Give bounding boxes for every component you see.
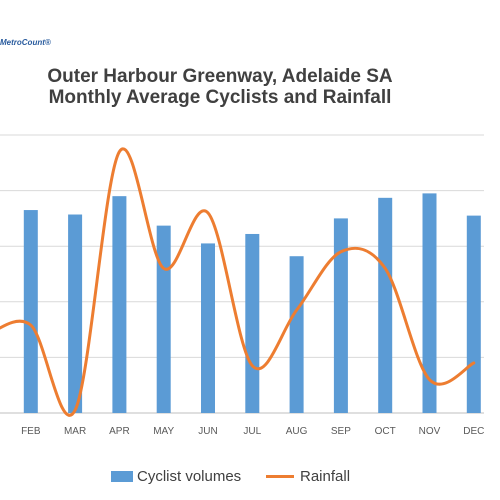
legend-label-rainfall: Rainfall — [300, 468, 351, 485]
bar-dec — [466, 215, 481, 413]
rainfall-line — [0, 147, 476, 417]
bar-jul — [245, 233, 260, 413]
bar-oct — [378, 197, 393, 413]
legend-item-rainfall: Rainfall — [266, 468, 350, 485]
x-tick-label-sep: SEP — [331, 426, 351, 437]
legend-swatch-bar — [111, 471, 133, 482]
chart-title-line1: Outer Harbour Greenway, Adelaide SA — [47, 66, 393, 87]
x-tick-label-aug: AUG — [286, 426, 308, 437]
bar-sep — [333, 218, 348, 413]
bar-apr — [112, 196, 127, 413]
legend-swatch-line — [266, 475, 294, 478]
x-tick-label-mar: MAR — [64, 426, 86, 437]
metrocount-logo: MetroCount® — [0, 38, 51, 47]
x-tick-label-feb: FEB — [21, 426, 41, 437]
legend-label-cyclist-volumes: Cyclist volumes — [137, 468, 242, 485]
bar-jun — [201, 243, 215, 413]
chart-legend: Cyclist volumes Rainfall — [0, 468, 500, 490]
x-tick-label-apr: APR — [109, 426, 130, 437]
x-tick-label-dec: DEC — [463, 426, 484, 437]
x-tick-label-nov: NOV — [419, 426, 441, 437]
legend-item-cyclist-volumes: Cyclist volumes — [111, 468, 241, 485]
bar-mar — [68, 214, 83, 413]
x-tick-label-oct: OCT — [375, 426, 396, 437]
x-tick-label-jul: JUL — [243, 426, 261, 437]
chart-title-line2: Monthly Average Cyclists and Rainfall — [48, 87, 392, 108]
x-tick-label-jun: JUN — [198, 426, 217, 437]
bar-feb — [23, 210, 38, 413]
bar-may — [156, 225, 171, 413]
bar-nov — [422, 193, 437, 413]
bar-aug — [289, 256, 304, 413]
x-tick-label-may: MAY — [153, 426, 174, 437]
